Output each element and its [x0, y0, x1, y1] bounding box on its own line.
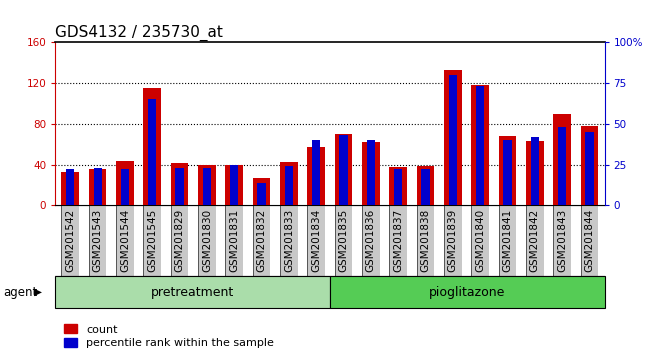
Bar — [198, 205, 216, 276]
Bar — [444, 70, 462, 205]
Bar — [417, 166, 434, 205]
Text: GSM201843: GSM201843 — [557, 209, 567, 272]
Text: GSM201840: GSM201840 — [475, 209, 485, 272]
Bar — [171, 162, 188, 205]
Bar — [580, 205, 599, 276]
Bar — [88, 205, 107, 276]
Text: GSM201842: GSM201842 — [530, 209, 540, 272]
Text: GSM201834: GSM201834 — [311, 209, 321, 272]
Bar — [499, 205, 516, 276]
Text: ▶: ▶ — [34, 287, 42, 297]
Bar — [580, 126, 599, 205]
Bar — [499, 136, 516, 205]
Bar — [94, 168, 101, 205]
Text: GSM201835: GSM201835 — [339, 209, 348, 272]
Bar — [530, 137, 539, 205]
Bar — [553, 114, 571, 205]
Bar — [253, 178, 270, 205]
Bar — [176, 168, 184, 205]
Bar — [148, 99, 157, 205]
Bar — [558, 127, 566, 205]
Bar — [526, 205, 543, 276]
Bar — [389, 205, 407, 276]
Bar — [226, 205, 243, 276]
Bar — [198, 165, 216, 205]
Text: GSM201833: GSM201833 — [284, 209, 294, 272]
Bar — [280, 205, 298, 276]
Bar — [253, 205, 270, 276]
Text: GSM201543: GSM201543 — [92, 209, 103, 272]
Bar — [307, 205, 325, 276]
Text: GSM201838: GSM201838 — [421, 209, 430, 272]
Bar — [121, 170, 129, 205]
Text: GSM201836: GSM201836 — [366, 209, 376, 272]
Bar — [61, 205, 79, 276]
Bar — [55, 276, 330, 308]
Bar — [444, 205, 462, 276]
Bar — [362, 205, 380, 276]
Bar — [421, 170, 430, 205]
Text: GSM201844: GSM201844 — [584, 209, 595, 272]
Bar — [335, 134, 352, 205]
Bar — [285, 166, 293, 205]
Bar — [66, 170, 74, 205]
Bar — [257, 183, 266, 205]
Bar — [144, 88, 161, 205]
Text: GSM201837: GSM201837 — [393, 209, 403, 272]
Text: GSM201829: GSM201829 — [175, 209, 185, 272]
Bar — [312, 140, 320, 205]
Text: GSM201839: GSM201839 — [448, 209, 458, 272]
Bar — [476, 86, 484, 205]
Text: pretreatment: pretreatment — [151, 286, 234, 298]
Text: GSM201830: GSM201830 — [202, 209, 212, 272]
Bar — [553, 205, 571, 276]
Bar — [203, 168, 211, 205]
Bar — [335, 205, 352, 276]
Bar — [417, 205, 434, 276]
Bar — [526, 141, 543, 205]
Text: agent: agent — [3, 286, 38, 298]
Bar — [389, 167, 407, 205]
Bar — [394, 170, 402, 205]
Text: GSM201542: GSM201542 — [65, 209, 75, 272]
Text: GSM201831: GSM201831 — [229, 209, 239, 272]
Bar — [367, 140, 375, 205]
Bar — [362, 142, 380, 205]
Text: pioglitazone: pioglitazone — [429, 286, 505, 298]
Bar — [144, 205, 161, 276]
Bar — [471, 85, 489, 205]
Text: GSM201545: GSM201545 — [148, 209, 157, 272]
Bar — [586, 132, 593, 205]
Bar — [330, 276, 604, 308]
Bar — [116, 205, 134, 276]
Bar — [226, 165, 243, 205]
Text: GSM201544: GSM201544 — [120, 209, 130, 272]
Bar — [448, 75, 457, 205]
Text: GDS4132 / 235730_at: GDS4132 / 235730_at — [55, 25, 223, 41]
Bar — [230, 165, 239, 205]
Bar — [471, 205, 489, 276]
Bar — [503, 140, 512, 205]
Bar — [61, 172, 79, 205]
Bar — [88, 169, 107, 205]
Legend: count, percentile rank within the sample: count, percentile rank within the sample — [64, 324, 274, 348]
Text: GSM201841: GSM201841 — [502, 209, 512, 272]
Bar — [171, 205, 188, 276]
Bar — [116, 161, 134, 205]
Text: GSM201832: GSM201832 — [257, 209, 266, 272]
Bar — [339, 135, 348, 205]
Bar — [307, 147, 325, 205]
Bar — [280, 161, 298, 205]
